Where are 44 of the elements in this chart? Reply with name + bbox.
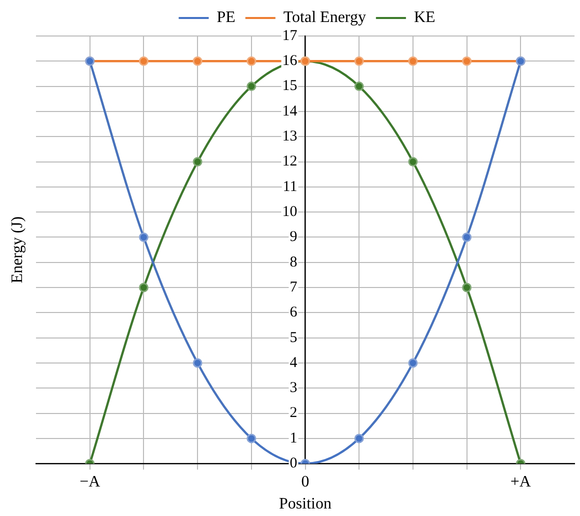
x-axis-title: Position <box>279 496 332 513</box>
y-tick-label: 0 <box>290 456 298 472</box>
point <box>192 56 202 66</box>
legend-label: Total Energy <box>283 9 366 26</box>
y-tick-label: 8 <box>290 254 298 270</box>
y-tick-label: 1 <box>290 430 298 446</box>
point <box>246 434 256 444</box>
y-tick-label: 15 <box>282 78 298 94</box>
point <box>354 56 364 66</box>
point <box>354 434 364 444</box>
y-tick-label: 3 <box>290 380 298 396</box>
y-tick-label: 7 <box>290 279 298 296</box>
point <box>246 82 256 92</box>
y-tick-label: 12 <box>282 154 298 170</box>
point <box>408 157 418 167</box>
x-tick-label: +A <box>510 473 532 490</box>
point <box>138 232 148 242</box>
y-tick-label: 17 <box>282 28 298 44</box>
point <box>408 56 418 66</box>
y-tick-label: 13 <box>282 128 298 145</box>
y-tick-label: 4 <box>290 354 298 371</box>
point <box>192 157 202 167</box>
y-tick-label: 6 <box>290 304 298 321</box>
y-tick-label: 11 <box>282 178 298 195</box>
legend-label: KE <box>414 9 436 26</box>
point <box>138 56 148 66</box>
point <box>354 82 364 92</box>
x-tick-label: 0 <box>301 473 310 490</box>
y-tick-label: 9 <box>290 229 298 246</box>
point <box>246 56 256 66</box>
x-tick-label: −A <box>80 473 101 490</box>
point <box>192 358 202 368</box>
y-tick-label: 10 <box>282 204 298 220</box>
legend-label: PE <box>216 9 236 26</box>
point <box>408 358 418 368</box>
point <box>462 282 472 292</box>
y-tick-label: 5 <box>290 330 298 346</box>
y-axis-title: Energy (J) <box>9 216 26 284</box>
y-tick-label: 2 <box>290 405 298 422</box>
point <box>138 282 148 292</box>
y-tick-label: 14 <box>282 103 298 120</box>
point <box>462 232 472 242</box>
point <box>462 56 472 66</box>
y-tick-label: 16 <box>282 53 298 70</box>
